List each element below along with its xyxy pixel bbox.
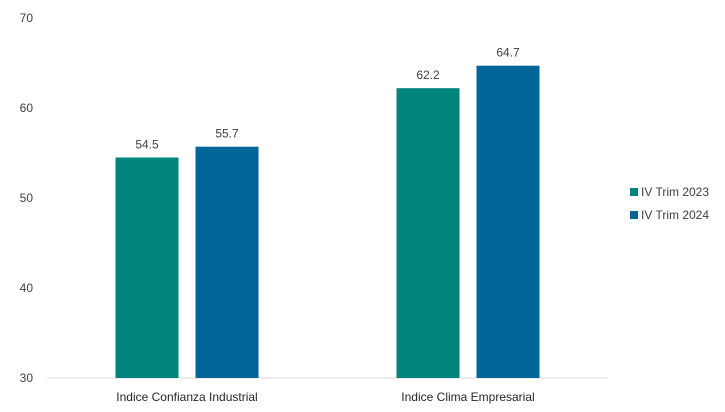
x-category-label-confianza-industrial: Indice Confianza Industrial <box>116 390 257 404</box>
y-tick-label-60: 60 <box>20 101 34 115</box>
legend-swatch-2023 <box>630 188 638 196</box>
x-axis: Indice Confianza Industrial Indice Clima … <box>116 390 534 404</box>
legend-swatch-2024 <box>630 211 638 219</box>
data-labels: 54.5 62.2 55.7 64.7 <box>135 46 520 152</box>
y-tick-label-50: 50 <box>20 191 34 205</box>
data-label-2024-clima-empresarial: 64.7 <box>496 46 520 60</box>
data-label-2024-confianza-industrial: 55.7 <box>215 127 239 141</box>
bar-2024-clima-empresarial <box>476 65 540 378</box>
y-tick-label-40: 40 <box>20 281 34 295</box>
legend: IV Trim 2023 IV Trim 2024 <box>630 185 709 222</box>
bar-2024-confianza-industrial <box>195 146 259 378</box>
x-category-label-clima-empresarial: Indice Clima Empresarial <box>401 390 534 404</box>
data-label-2023-clima-empresarial: 62.2 <box>416 68 440 82</box>
y-tick-label-30: 30 <box>20 371 34 385</box>
data-label-2023-confianza-industrial: 54.5 <box>135 138 159 152</box>
bars <box>115 65 540 378</box>
bar-2023-clima-empresarial <box>396 88 460 378</box>
legend-label-2023: IV Trim 2023 <box>641 185 709 199</box>
y-axis: 30 40 50 60 70 <box>20 11 34 385</box>
legend-label-2024: IV Trim 2024 <box>641 208 709 222</box>
y-tick-label-70: 70 <box>20 11 34 25</box>
bar-2023-confianza-industrial <box>115 157 179 378</box>
